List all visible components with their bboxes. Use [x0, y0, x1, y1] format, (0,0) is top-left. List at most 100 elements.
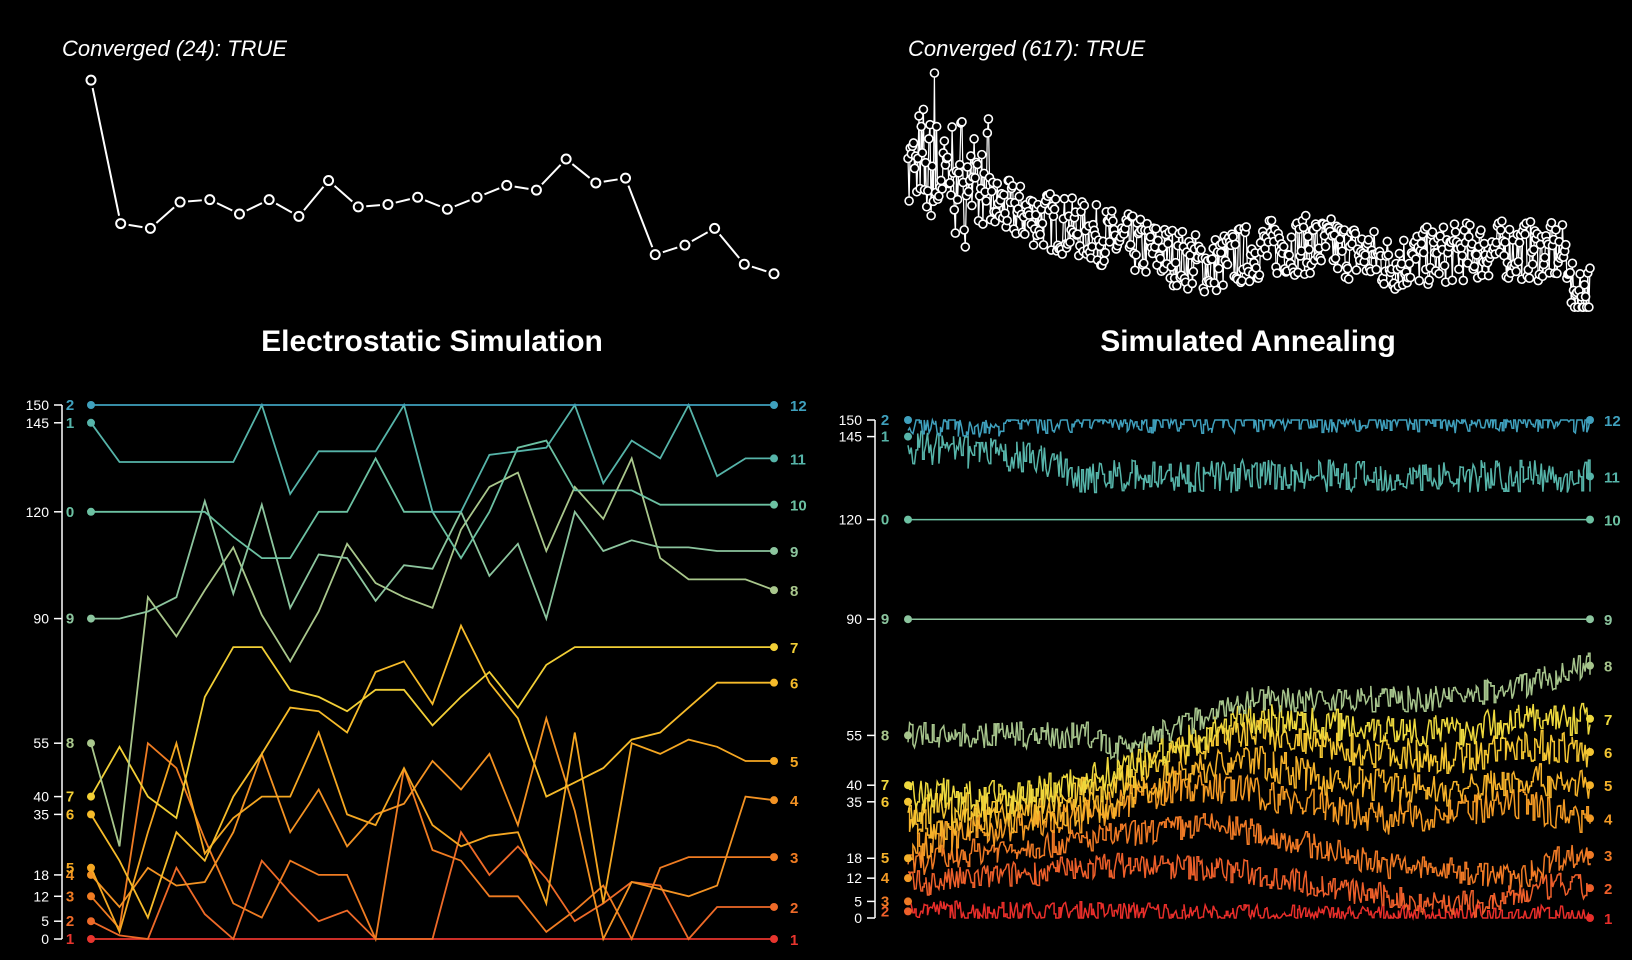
energy-point: [1447, 275, 1458, 286]
series-end-label: 12: [790, 398, 807, 415]
energy-point: [1037, 218, 1048, 229]
energy-point: [1007, 181, 1018, 191]
series-start-label: 7: [881, 777, 889, 794]
energy-point: [1079, 200, 1090, 211]
energy-point: [1337, 246, 1347, 256]
series-end-point: [1586, 850, 1594, 859]
y-tick-label: 150: [839, 412, 863, 428]
energy-point: [1298, 222, 1309, 233]
series-end-label: 4: [1604, 811, 1613, 828]
energy-point: [1326, 214, 1336, 224]
energy-point: [1405, 272, 1416, 283]
series-line-2: [908, 852, 1591, 918]
energy-segment: [128, 223, 143, 229]
energy-point: [1479, 238, 1490, 249]
electrostatic-panel: Converged (24): TRUE Electrostatic Simul…: [26, 36, 807, 949]
series-line-3: [90, 741, 774, 943]
series-start-point: [87, 614, 95, 623]
y-tick-label: 5: [854, 893, 862, 909]
series-end-point: [770, 935, 778, 943]
energy-point: [963, 186, 974, 197]
series-start-point: [904, 874, 912, 883]
annealing-panel: Converged (617): TRUE Simulated Annealin…: [839, 36, 1621, 928]
series-end-point: [770, 401, 778, 409]
series-line-5: [90, 730, 774, 935]
energy-point: [1300, 210, 1311, 221]
series-line-5: [908, 745, 1591, 840]
energy-point: [1332, 263, 1343, 274]
energy-point: [1584, 302, 1594, 313]
series-end-point: [1586, 714, 1594, 723]
energy-point: [1513, 256, 1524, 267]
energy-point: [1414, 275, 1425, 286]
energy-point: [1196, 244, 1206, 255]
energy-point: [1449, 219, 1460, 229]
energy-point: [1049, 204, 1060, 215]
series-end-label: 1: [790, 932, 798, 949]
series-end-point: [770, 678, 778, 687]
series-start-label: 5: [881, 850, 889, 867]
energy-point: [1014, 191, 1025, 202]
energy-point: [1278, 241, 1289, 252]
series-end-point: [770, 500, 778, 509]
series-start-point: [904, 432, 912, 441]
energy-point: [501, 179, 513, 191]
energy-point: [1108, 216, 1118, 226]
energy-point: [960, 242, 971, 252]
energy-point: [1135, 214, 1146, 225]
energy-point: [942, 152, 953, 163]
energy-point: [530, 184, 542, 196]
energy-point: [1483, 270, 1494, 281]
series-end-label: 6: [1604, 745, 1612, 762]
energy-point: [992, 178, 1003, 189]
series-start-label: 5: [66, 860, 74, 877]
series-end-label: 5: [790, 754, 798, 771]
energy-point: [1330, 253, 1341, 264]
energy-point: [1398, 235, 1409, 246]
energy-point: [1575, 269, 1585, 279]
energy-point: [1351, 265, 1362, 275]
series-line-3: [907, 813, 1591, 890]
energy-point: [1019, 229, 1030, 239]
energy-point: [967, 200, 977, 211]
energy-point: [978, 219, 988, 229]
series-end-point: [1586, 748, 1594, 756]
energy-point: [936, 175, 946, 186]
series-end-label: 2: [790, 900, 798, 917]
energy-point: [1476, 225, 1486, 236]
energy-point: [977, 149, 987, 160]
energy-point: [1557, 220, 1568, 230]
energy-point: [953, 168, 964, 178]
energy-point: [1350, 228, 1361, 239]
series-start-label: 6: [66, 806, 74, 823]
energy-segment: [333, 185, 353, 203]
series-end-point: [770, 796, 778, 805]
series-line-4: [907, 770, 1591, 861]
energy-point: [1369, 226, 1379, 237]
energy-point: [1107, 206, 1117, 216]
energy-point: [1560, 239, 1571, 250]
series-end-point: [770, 757, 778, 765]
energy-segment: [627, 185, 654, 248]
series-end-label: 11: [1604, 469, 1620, 486]
series-start-point: [904, 615, 912, 624]
energy-point: [949, 205, 960, 215]
y-tick-label: 55: [846, 727, 862, 743]
energy-point: [1254, 270, 1265, 280]
energy-segment: [424, 199, 441, 208]
y-tick-label: 35: [33, 806, 49, 822]
y-tick-label: 0: [41, 931, 49, 947]
series-end-point: [1586, 472, 1594, 481]
energy-point: [1170, 257, 1181, 268]
energy-point: [1383, 250, 1394, 260]
y-tick-label: 120: [26, 504, 50, 520]
energy-point: [1379, 279, 1389, 289]
series-end-label: 5: [1604, 778, 1612, 795]
energy-point: [1579, 279, 1590, 290]
y-tick-label: 55: [33, 735, 49, 751]
energy-point: [947, 122, 957, 132]
energy-point: [1411, 254, 1421, 264]
series-start-label: 2: [881, 412, 889, 429]
energy-segment: [454, 199, 470, 208]
